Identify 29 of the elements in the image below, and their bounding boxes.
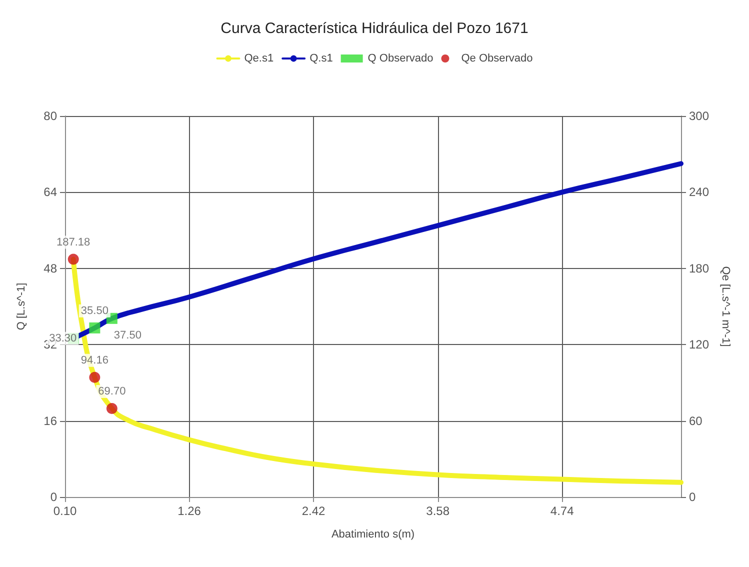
legend-label: Q.s1 [310, 52, 333, 64]
legend-label: Qe Observado [461, 52, 533, 64]
y-tick-label: 48 [44, 261, 58, 276]
x-tick-label: 2.42 [302, 504, 326, 518]
y-tick-label: 0 [50, 490, 58, 504]
y2-tick-label: 120 [689, 338, 710, 352]
x-axis-title: Abatimiento s(m) [331, 528, 415, 540]
y2-tick-label: 180 [689, 261, 710, 276]
x-tick-label: 3.58 [426, 504, 450, 518]
x-tick-label: 4.74 [550, 504, 574, 518]
y2-tick-label: 60 [689, 414, 703, 428]
y-axis-title: Q [L.s^-1] [16, 282, 28, 330]
y-tick-label: 80 [44, 109, 58, 123]
data-label: 187.18 [56, 236, 90, 248]
y2-tick-label: 240 [689, 185, 710, 200]
y2-axis-title: Qe [L.s^-1 m^-1] [719, 266, 732, 347]
y-tick-label: 64 [44, 185, 58, 200]
data-label: 37.50 [114, 329, 142, 342]
chart-title: Curva Característica Hidráulica del Pozo 1671 [220, 20, 528, 37]
x-tick-label: 0.10 [53, 504, 77, 518]
y2-tick-label: 300 [689, 109, 710, 123]
y-tick-label: 16 [44, 414, 58, 428]
x-tick-label: 1.26 [178, 504, 202, 518]
legend-label: Qe.s1 [244, 52, 274, 64]
data-label: 69.70 [98, 385, 126, 398]
data-label: 35.50 [80, 304, 108, 317]
data-label: 94.16 [80, 354, 108, 366]
y2-tick-label: 0 [689, 490, 696, 504]
legend-label: Q Observado [368, 52, 434, 64]
